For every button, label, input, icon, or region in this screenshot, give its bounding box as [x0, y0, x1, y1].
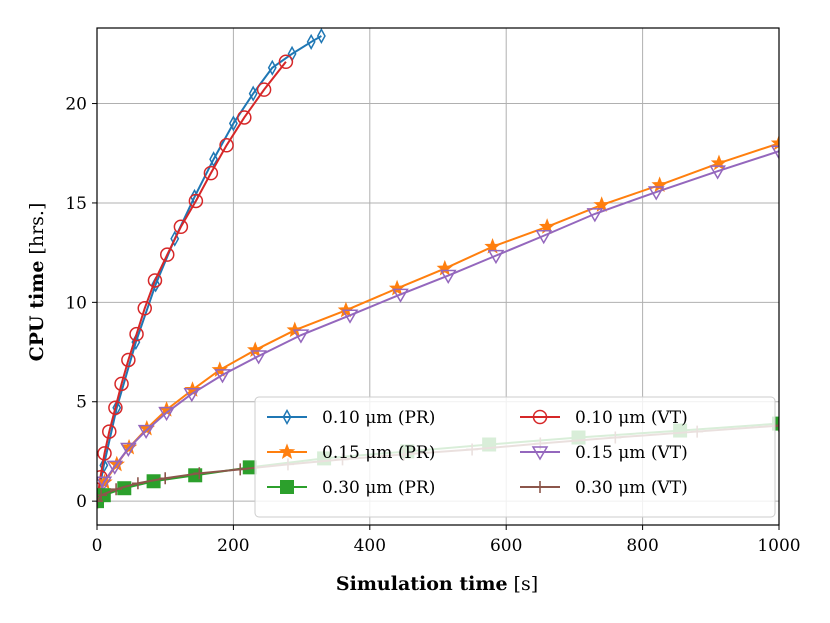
x-tick-label: 200 — [217, 536, 249, 556]
y-axis-label-unit: [hrs.] — [26, 203, 48, 255]
y-tick-label: 10 — [65, 293, 87, 313]
data-point — [129, 326, 144, 342]
data-point — [173, 219, 189, 235]
data-point — [147, 273, 163, 288]
data-point — [209, 151, 219, 168]
data-point — [110, 483, 123, 496]
legend-label: 0.15 μm (VT) — [575, 443, 688, 463]
legend-marker — [534, 481, 546, 493]
series-1 — [97, 54, 294, 509]
data-point — [647, 186, 665, 201]
legend-item: 0.30 μm (PR) — [267, 478, 435, 498]
data-point — [709, 165, 726, 180]
legend-box — [254, 396, 776, 518]
data-point — [586, 208, 604, 223]
x-tick-label: 800 — [626, 536, 658, 556]
data-point — [237, 110, 252, 125]
data-point — [102, 424, 117, 439]
legend: 0.10 μm (PR) 0.15 μm (PR) 0.30 μm (PR) 0.10… — [254, 396, 776, 518]
legend-marker — [282, 408, 292, 426]
data-point — [439, 269, 457, 284]
axes-frame — [96, 27, 780, 526]
data-point — [267, 59, 277, 76]
data-point — [214, 369, 231, 384]
data-point — [392, 288, 409, 303]
legend-marker — [278, 443, 296, 459]
x-tick-label: 1000 — [757, 536, 800, 556]
data-point — [159, 472, 172, 485]
data-point — [256, 82, 272, 97]
data-point — [234, 463, 247, 476]
x-tick-label: 400 — [354, 536, 386, 556]
data-point — [108, 400, 123, 415]
legend-label: 0.15 μm (PR) — [322, 443, 435, 463]
data-point — [487, 249, 505, 265]
y-tick-label: 5 — [76, 393, 87, 413]
x-tick-label: 600 — [490, 536, 522, 556]
y-axis-label: CPU time [hrs.] — [26, 203, 48, 362]
data-point — [341, 309, 359, 324]
y-tick-label: 0 — [76, 492, 87, 512]
legend-marker — [531, 446, 549, 461]
data-point — [535, 229, 553, 245]
data-point — [292, 329, 310, 344]
series-3 — [97, 145, 779, 510]
y-tick-label: 15 — [65, 194, 87, 214]
x-axis-label-unit: [s] — [514, 573, 539, 595]
data-point — [158, 406, 175, 422]
data-point — [137, 424, 155, 440]
data-point — [278, 54, 294, 70]
data-point — [219, 138, 234, 153]
data-point — [770, 145, 779, 160]
legend-label: 0.30 μm (VT) — [575, 478, 688, 498]
legend-label: 0.30 μm (PR) — [322, 478, 435, 498]
data-point — [97, 446, 112, 461]
data-point — [193, 467, 206, 480]
y-tick-label: 20 — [65, 95, 87, 115]
legend-label: 0.10 μm (PR) — [322, 408, 435, 428]
legend-item: 0.15 μm (PR) — [267, 443, 435, 463]
data-point — [316, 28, 326, 44]
legend-label: 0.10 μm (VT) — [575, 408, 688, 428]
data-point — [183, 388, 201, 403]
y-axis-label-title: CPU time — [26, 261, 48, 362]
data-point — [131, 477, 144, 490]
legend-marker — [532, 409, 548, 425]
data-point — [159, 247, 175, 262]
data-point — [120, 442, 137, 457]
data-point — [137, 301, 152, 316]
data-point — [188, 193, 204, 209]
data-point — [114, 376, 129, 392]
legend-item: 0.15 μm (VT) — [520, 443, 688, 463]
x-tick-label: 0 — [92, 536, 103, 556]
x-axis-label: Simulation time [s] — [336, 573, 538, 595]
x-axis-label-title: Simulation time — [336, 573, 508, 595]
data-point — [248, 85, 258, 102]
data-point — [388, 279, 406, 296]
data-point — [121, 352, 136, 368]
legend-item: 0.30 μm (VT) — [520, 478, 688, 498]
axis-ticks: 0 200 400 600 800 1000 0 5 10 15 20 — [65, 95, 800, 556]
data-point — [247, 341, 264, 358]
legend-item: 0.10 μm (VT) — [520, 408, 688, 428]
data-point — [250, 350, 267, 365]
legend-item: 0.10 μm (PR) — [267, 408, 435, 428]
data-point — [228, 115, 238, 132]
series-line — [97, 150, 779, 502]
data-point — [203, 165, 219, 181]
data-point — [651, 176, 668, 193]
legend-marker — [280, 480, 294, 494]
data-point — [306, 33, 316, 50]
data-point — [436, 259, 454, 276]
data-point — [97, 476, 113, 491]
data-point — [106, 460, 124, 475]
series-line — [97, 61, 287, 502]
